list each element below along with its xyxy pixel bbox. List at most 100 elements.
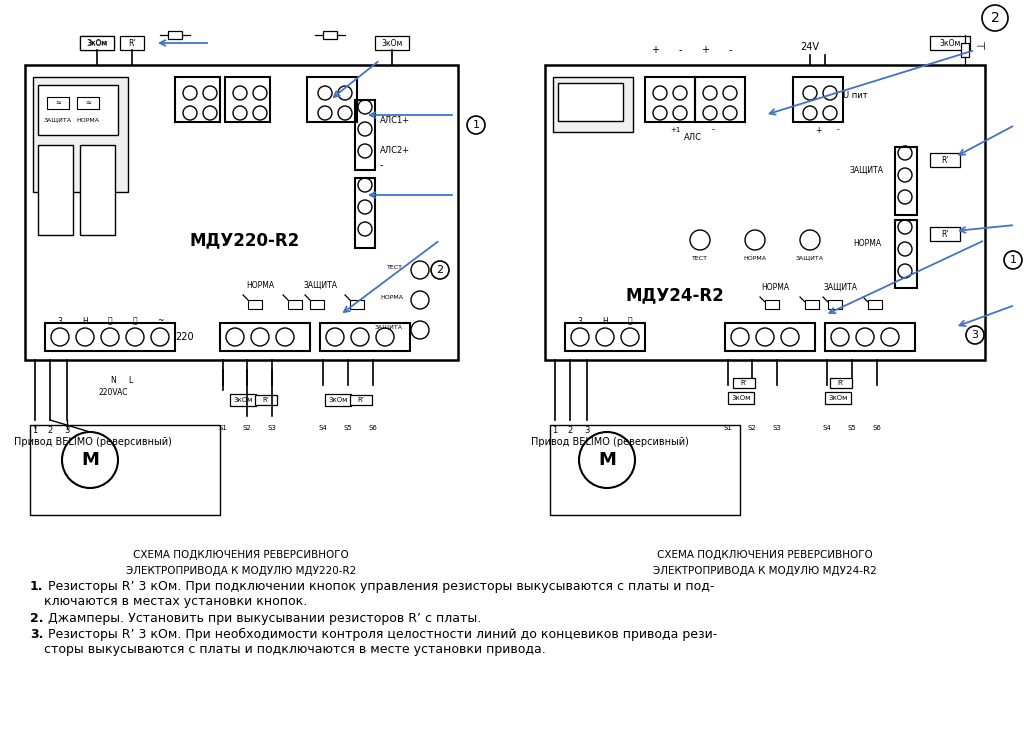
Text: 3: 3 [57,317,62,326]
Text: 1.: 1. [30,580,43,593]
Text: -: - [712,126,715,135]
Circle shape [318,86,332,100]
Circle shape [823,106,837,120]
Text: 3кОм: 3кОм [329,397,348,403]
Text: НОРМА: НОРМА [743,256,767,260]
Bar [355,178,375,248]
Circle shape [673,106,687,120]
Circle shape [253,106,267,120]
Bar [930,153,961,167]
Bar [895,147,918,215]
Text: ЗАЩИТА: ЗАЩИТА [44,118,72,123]
Circle shape [723,106,737,120]
Text: ключаются в местах установки кнопок.: ключаются в местах установки кнопок. [44,595,307,608]
Bar [38,145,73,235]
Text: ЗАЩИТА: ЗАЩИТА [303,281,337,290]
Text: ЗАЩИТА: ЗАЩИТА [823,282,857,292]
Text: +: + [815,126,821,135]
Circle shape [723,86,737,100]
Circle shape [101,328,119,346]
Bar [793,77,843,122]
Text: 220VAC: 220VAC [98,387,128,396]
Text: ТЕСТ: ТЕСТ [387,265,403,270]
Bar [255,395,278,405]
Text: 3: 3 [972,330,979,340]
Text: M: M [81,451,99,469]
Circle shape [411,261,429,279]
Text: R’: R’ [262,397,269,403]
Bar [961,43,969,57]
Circle shape [62,432,118,488]
Text: S5: S5 [344,425,352,431]
Bar [80,145,115,235]
Text: S6: S6 [872,425,882,431]
Bar [230,394,256,406]
Text: 3кОм: 3кОм [86,38,108,48]
Circle shape [151,328,169,346]
Circle shape [898,146,912,160]
Text: НОРМА: НОРМА [246,281,274,290]
Circle shape [856,328,874,346]
Text: S6: S6 [369,425,378,431]
Circle shape [183,86,197,100]
Circle shape [203,106,217,120]
Bar [825,323,915,351]
Circle shape [571,328,589,346]
Circle shape [411,321,429,339]
Text: S1: S1 [724,425,732,431]
Text: R’: R’ [838,380,845,386]
Circle shape [756,328,774,346]
Text: 3кОм: 3кОм [731,395,751,401]
Text: Резисторы R’ 3 кОм. При подключении кнопок управления резисторы выкусываются с п: Резисторы R’ 3 кОм. При подключении кноп… [44,580,715,593]
Circle shape [358,200,372,214]
Circle shape [183,106,197,120]
Text: R’: R’ [128,38,136,48]
Circle shape [233,86,247,100]
Bar [30,425,220,515]
Text: ⏚: ⏚ [628,317,632,326]
Text: S1: S1 [218,425,227,431]
Text: S4: S4 [822,425,831,431]
Circle shape [358,222,372,236]
Circle shape [76,328,94,346]
Text: +: + [701,45,709,55]
Circle shape [51,328,69,346]
Text: НОРМА: НОРМА [761,282,790,292]
Text: АЛС2+: АЛС2+ [380,146,411,154]
Text: МДУ24-R2: МДУ24-R2 [626,286,724,304]
Text: +1: +1 [670,127,680,133]
Bar [350,300,364,309]
Bar [319,323,410,351]
Bar [895,220,918,288]
Circle shape [653,106,667,120]
Bar [355,100,375,170]
Circle shape [411,291,429,309]
Bar [868,300,882,309]
Circle shape [703,106,717,120]
Circle shape [898,242,912,256]
Bar [930,36,970,50]
Bar [120,36,144,50]
Bar [47,97,69,109]
Circle shape [338,86,352,100]
Bar [33,77,128,192]
Bar [805,300,819,309]
Bar [558,83,623,121]
Text: ≈: ≈ [85,100,91,106]
Text: СХЕМА ПОДКЛЮЧЕНИЯ РЕВЕРСИВНОГО: СХЕМА ПОДКЛЮЧЕНИЯ РЕВЕРСИВНОГО [657,550,872,560]
Circle shape [358,178,372,192]
Text: ЗАЩИТА: ЗАЩИТА [375,324,403,329]
Circle shape [781,328,799,346]
Text: H: H [602,317,608,326]
Text: U пит: U пит [843,90,867,99]
Text: Привод BELIMO (реверсивный): Привод BELIMO (реверсивный) [14,437,172,447]
Text: 1: 1 [552,426,558,434]
Circle shape [251,328,269,346]
Text: -: - [380,160,384,170]
Bar [45,323,175,351]
Bar [80,36,114,50]
Text: M: M [598,451,616,469]
Bar [80,36,114,50]
Text: 1: 1 [1010,255,1017,265]
Circle shape [126,328,144,346]
